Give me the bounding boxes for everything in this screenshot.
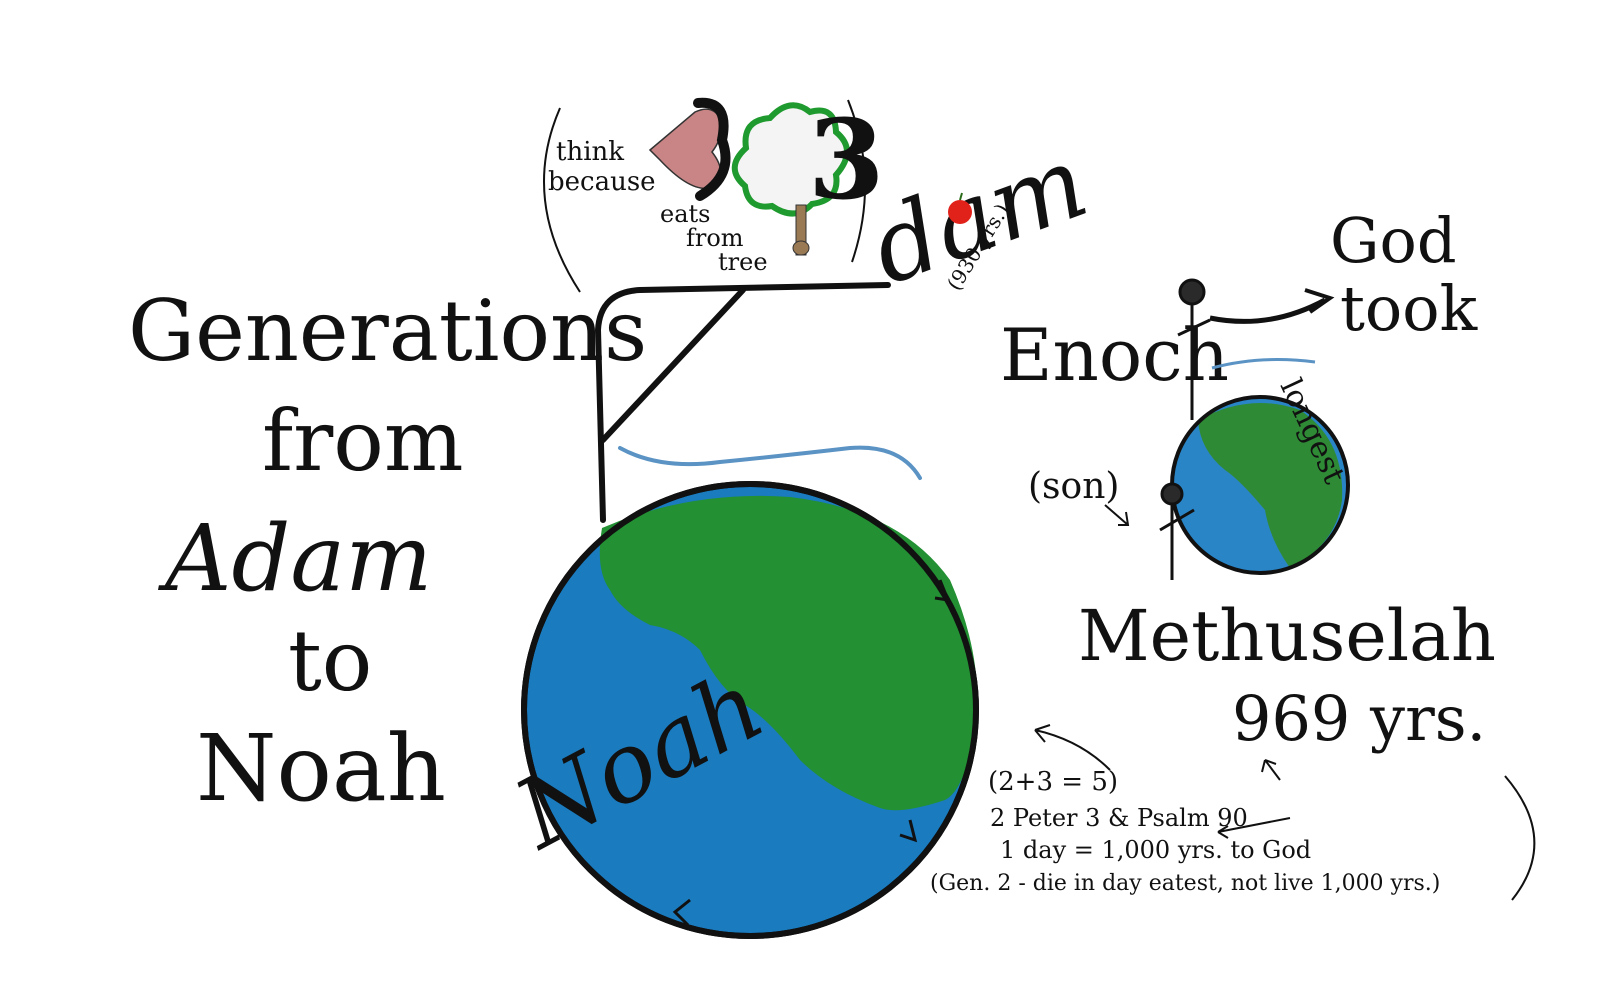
notes-line-4: (Gen. 2 - die in day eatest, not live 1,… bbox=[930, 871, 1440, 896]
son-figure bbox=[1159, 482, 1195, 580]
lips-icon bbox=[648, 97, 731, 201]
title-block: Generations from Adam to Noah bbox=[128, 282, 647, 822]
notes-arrow-up-right bbox=[1261, 759, 1281, 781]
enoch-water-line bbox=[1211, 358, 1316, 370]
left-paren bbox=[543, 107, 581, 293]
title-line-4: to bbox=[288, 612, 372, 710]
apple-icon bbox=[948, 192, 972, 224]
think-label: think bbox=[556, 137, 624, 167]
six-frame bbox=[595, 282, 891, 523]
son-arrow bbox=[1104, 504, 1130, 526]
eats-label: eats bbox=[660, 200, 710, 228]
notes-bracket bbox=[1504, 775, 1536, 901]
tree-icon bbox=[731, 102, 850, 256]
digit-three-right: 3 bbox=[808, 95, 885, 224]
god-took-arrowhead bbox=[1304, 288, 1335, 314]
notes-arrow-up-left bbox=[1034, 724, 1111, 771]
enoch-figure bbox=[1177, 278, 1211, 420]
title-line-5: Noah bbox=[196, 715, 446, 822]
notes-line-1: (2+3 = 5) bbox=[988, 767, 1118, 797]
adam-label: dam bbox=[856, 123, 1101, 308]
from-label: from bbox=[686, 224, 744, 252]
because-label: because bbox=[548, 167, 656, 197]
water-line bbox=[618, 445, 922, 480]
notes-line-2: 2 Peter 3 & Psalm 90 bbox=[990, 804, 1248, 832]
noah-globe bbox=[521, 481, 979, 939]
god-took-arrow bbox=[1209, 297, 1327, 324]
notes-line-3: 1 day = 1,000 yrs. to God bbox=[1000, 836, 1311, 864]
right-paren bbox=[847, 99, 866, 263]
notes-arrow-psalm bbox=[1217, 817, 1291, 839]
son-label: (son) bbox=[1028, 466, 1119, 507]
took-label: took bbox=[1340, 272, 1478, 345]
tree-label: tree bbox=[718, 248, 768, 276]
title-line-1: Generations bbox=[128, 282, 647, 380]
title-line-2: from bbox=[262, 392, 463, 490]
methuselah-label: Methuselah bbox=[1078, 595, 1496, 677]
god-label: God bbox=[1330, 204, 1457, 277]
title-line-3: Adam bbox=[157, 505, 432, 612]
methuselah-years: 969 yrs. bbox=[1232, 682, 1486, 755]
